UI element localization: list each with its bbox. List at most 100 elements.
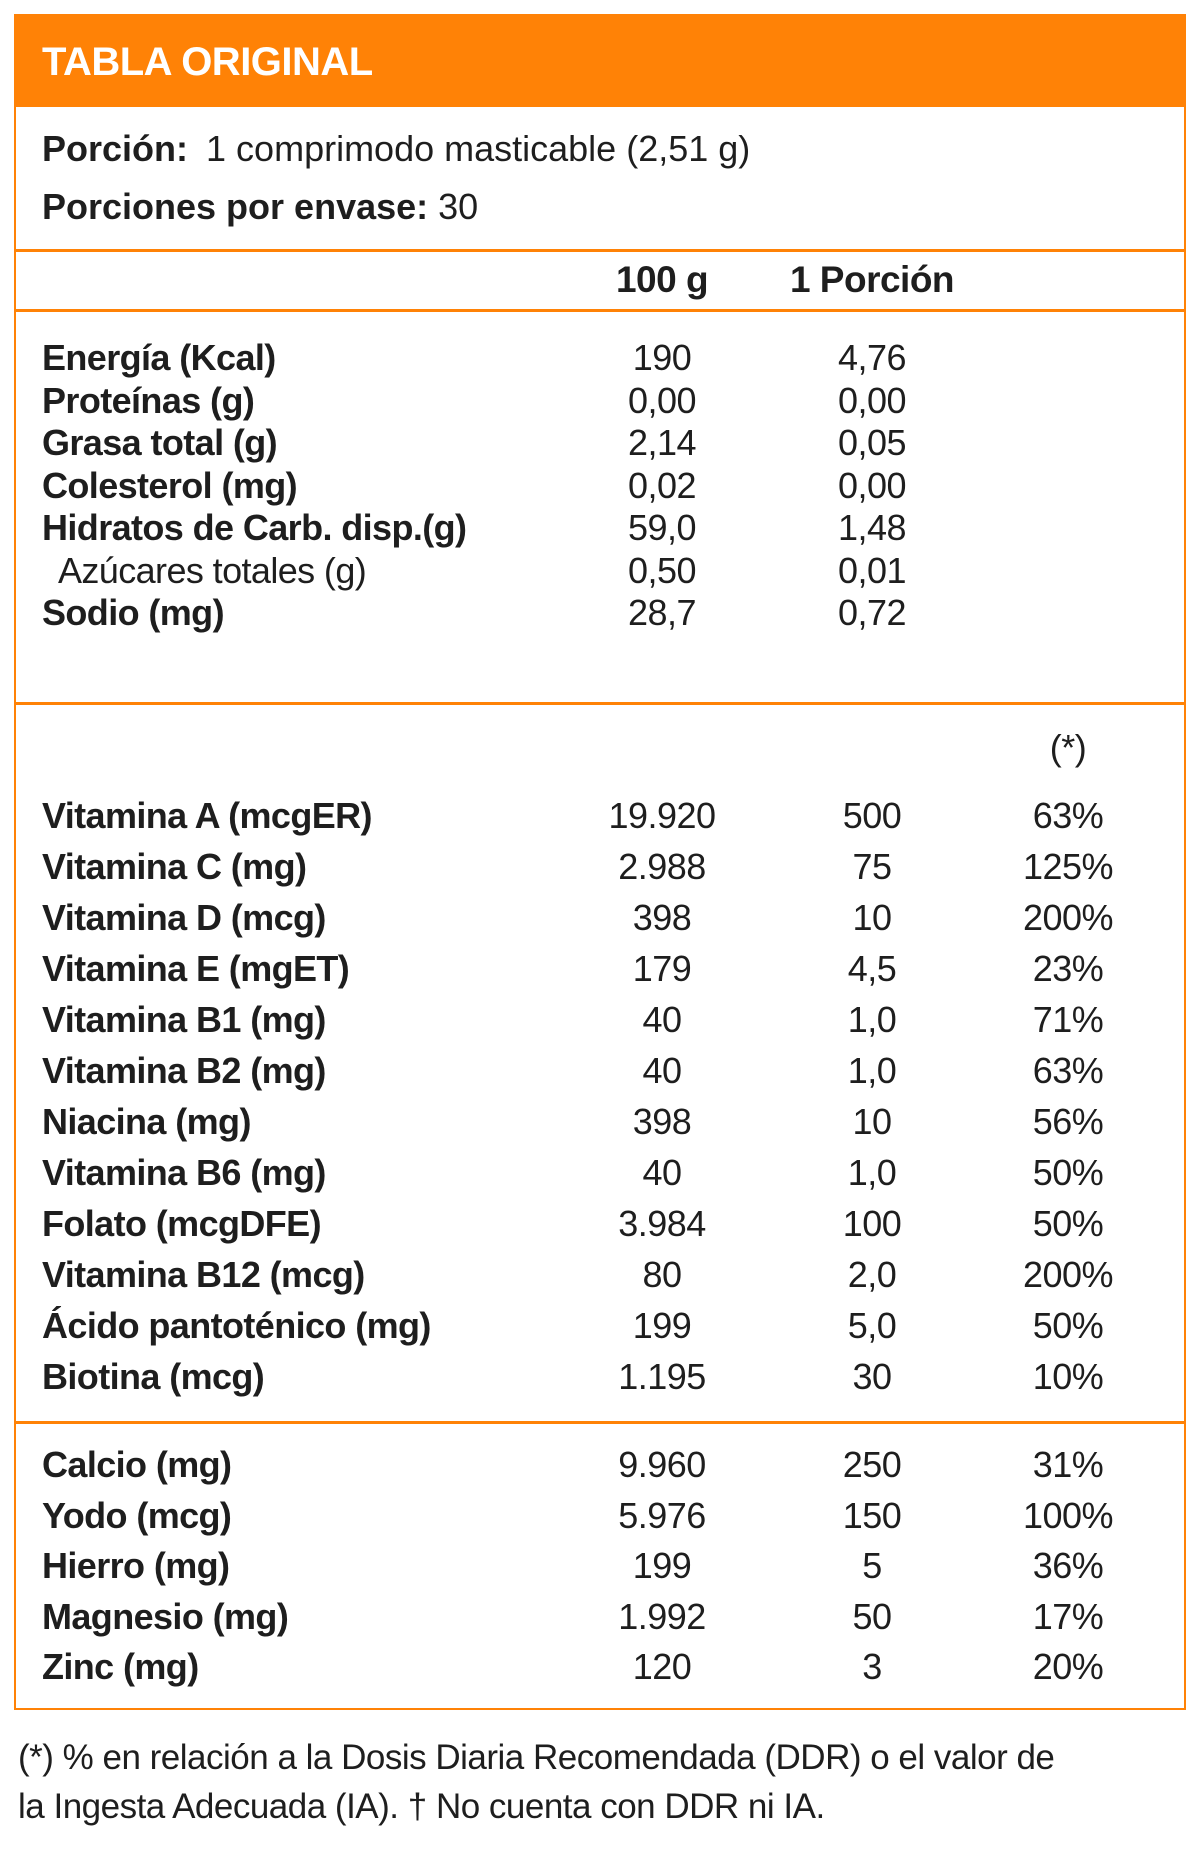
value-percent-ddr: 31% — [1032, 1444, 1104, 1485]
value-percent-ddr: 50% — [1032, 1152, 1104, 1193]
value-per-100g: 0,50 — [627, 549, 697, 591]
table-row: Vitamina C (mg) 2.988 75 125% — [0, 845, 1200, 889]
value-per-100g: 1.992 — [618, 1595, 706, 1637]
table-row: Grasa total (g) 2,14 0,05 — [0, 421, 1200, 465]
value-per-portion: 1,48 — [837, 507, 907, 548]
value-per-100g: 398 — [632, 1101, 692, 1142]
value-per-portion: 4,76 — [837, 337, 907, 378]
table-row: Sodio (mg) 28,7 0,72 — [0, 591, 1200, 635]
table-row: Vitamina B12 (mcg) 80 2,0 200% — [0, 1253, 1200, 1297]
value-per-portion: 0,00 — [837, 379, 907, 421]
value-percent-ddr: 17% — [1032, 1595, 1104, 1637]
value-percent-ddr: 50% — [1032, 1203, 1104, 1244]
value-per-portion: 5,0 — [847, 1305, 897, 1346]
value-percent-ddr: 20% — [1032, 1646, 1104, 1687]
value-per-100g: 120 — [632, 1646, 692, 1687]
nutrient-name: Vitamina E (mgET) — [42, 948, 350, 989]
nutrient-name: Azúcares totales (g) — [58, 549, 367, 591]
value-per-portion: 1,0 — [847, 1050, 897, 1091]
table-row: Energía (Kcal) 190 4,76 — [0, 336, 1200, 380]
value-per-portion: 0,05 — [837, 422, 907, 463]
value-per-portion: 10 — [852, 1101, 892, 1142]
value-per-portion: 0,00 — [837, 464, 907, 506]
table-title: TABLA ORIGINAL — [42, 40, 373, 84]
nutrient-name: Sodio (mg) — [42, 592, 225, 633]
serving-size-value: 1 comprimodo masticable (2,51 g) — [206, 128, 751, 169]
servings-per-container-label: Porciones por envase: — [42, 186, 429, 227]
table-row: Magnesio (mg) 1.992 50 17% — [0, 1595, 1200, 1639]
column-headers: 100 g 1 Porción — [0, 258, 1200, 302]
value-per-portion: 2,0 — [847, 1254, 897, 1295]
value-per-100g: 3.984 — [618, 1203, 706, 1244]
nutrient-name: Ácido pantoténico (mg) — [42, 1305, 431, 1346]
value-percent-ddr: 200% — [1022, 897, 1114, 938]
value-percent-ddr: 23% — [1032, 948, 1104, 989]
table-row: Hierro (mg) 199 5 36% — [0, 1544, 1200, 1588]
table-row: Hidratos de Carb. disp.(g) 59,0 1,48 — [0, 506, 1200, 550]
table-row: Proteínas (g) 0,00 0,00 — [0, 379, 1200, 423]
value-per-100g: 19.920 — [608, 795, 716, 836]
value-per-portion: 150 — [842, 1494, 902, 1536]
percent-note-marker: (*) — [1049, 727, 1087, 768]
nutrient-name: Hierro (mg) — [42, 1545, 230, 1586]
servings-per-container-value: 30 — [438, 186, 479, 227]
value-per-portion: 3 — [862, 1646, 882, 1687]
serving-size-label: Porción: — [42, 128, 189, 169]
nutrient-name: Proteínas (g) — [42, 379, 255, 421]
divider — [14, 702, 1186, 705]
value-per-portion: 0,01 — [837, 549, 907, 591]
nutrient-name: Energía (Kcal) — [42, 337, 276, 378]
table-row: Yodo (mcg) 5.976 150 100% — [0, 1494, 1200, 1538]
value-per-100g: 28,7 — [627, 592, 697, 633]
value-per-100g: 179 — [632, 948, 692, 989]
table-row: Niacina (mg) 398 10 56% — [0, 1100, 1200, 1144]
value-per-100g: 40 — [642, 1050, 682, 1091]
table-row: Azúcares totales (g) 0,50 0,01 — [0, 549, 1200, 593]
serving-size: Porción: 1 comprimodo masticable (2,51 g… — [42, 131, 750, 167]
value-percent-ddr: 63% — [1032, 1050, 1104, 1091]
value-per-100g: 2,14 — [627, 422, 697, 463]
value-percent-ddr: 10% — [1032, 1356, 1104, 1397]
nutrient-name: Vitamina B1 (mg) — [42, 999, 326, 1040]
table-row: Vitamina E (mgET) 179 4,5 23% — [0, 947, 1200, 991]
nutrient-name: Vitamina B2 (mg) — [42, 1050, 326, 1091]
value-per-100g: 1.195 — [618, 1356, 706, 1397]
servings-per-container: Porciones por envase: 30 — [42, 189, 478, 225]
nutrient-name: Vitamina B12 (mcg) — [42, 1254, 365, 1295]
value-per-100g: 80 — [642, 1254, 682, 1295]
footnote-line-2: la Ingesta Adecuada (IA). † No cuenta co… — [18, 1787, 825, 1826]
nutrient-name: Biotina (mcg) — [42, 1356, 265, 1397]
table-row: Zinc (mg) 120 3 20% — [0, 1645, 1200, 1689]
column-header-100g: 100 g — [615, 259, 709, 300]
value-per-100g: 199 — [632, 1545, 692, 1586]
table-row: Vitamina B6 (mg) 40 1,0 50% — [0, 1151, 1200, 1195]
nutrient-name: Magnesio (mg) — [42, 1595, 289, 1637]
value-per-100g: 5.976 — [618, 1494, 706, 1536]
value-per-100g: 0,00 — [627, 379, 697, 421]
value-per-100g: 59,0 — [627, 507, 697, 548]
footnote-line-1: (*) % en relación a la Dosis Diaria Reco… — [18, 1738, 1055, 1777]
value-per-portion: 30 — [852, 1356, 892, 1397]
nutrient-name: Grasa total (g) — [42, 422, 278, 463]
table-row: Ácido pantoténico (mg) 199 5,0 50% — [0, 1304, 1200, 1348]
divider — [14, 249, 1186, 252]
value-per-portion: 500 — [842, 795, 902, 836]
nutrient-name: Calcio (mg) — [42, 1444, 232, 1485]
table-row: Vitamina B1 (mg) 40 1,0 71% — [0, 998, 1200, 1042]
nutrient-name: Vitamina B6 (mg) — [42, 1152, 326, 1193]
value-per-portion: 10 — [852, 897, 892, 938]
nutrient-name: Hidratos de Carb. disp.(g) — [42, 507, 467, 548]
value-per-portion: 1,0 — [847, 1152, 897, 1193]
divider — [14, 1421, 1186, 1424]
value-per-100g: 40 — [642, 999, 682, 1040]
value-per-100g: 398 — [632, 897, 692, 938]
value-percent-ddr: 100% — [1022, 1494, 1114, 1536]
value-percent-ddr: 50% — [1032, 1305, 1104, 1346]
value-per-portion: 1,0 — [847, 999, 897, 1040]
table-row: Vitamina A (mcgER) 19.920 500 63% — [0, 794, 1200, 838]
value-percent-ddr: 56% — [1032, 1101, 1104, 1142]
value-percent-ddr: 200% — [1022, 1254, 1114, 1295]
value-per-portion: 100 — [842, 1203, 902, 1244]
value-per-100g: 199 — [632, 1305, 692, 1346]
column-header-portion: 1 Porción — [789, 259, 955, 300]
